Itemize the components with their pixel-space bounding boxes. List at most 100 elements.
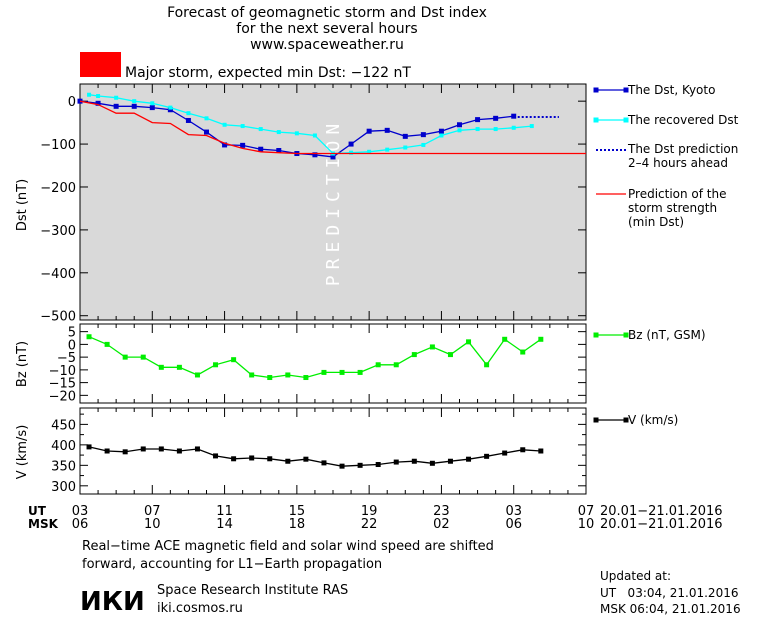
msk-tick-label: 06	[72, 517, 89, 532]
data-point	[348, 141, 354, 147]
msk-date-range: 20.01−21.01.2016	[600, 517, 723, 532]
data-point	[321, 460, 327, 466]
ut-tick-label: 23	[433, 504, 450, 519]
data-point	[349, 150, 354, 155]
source-url: www.spaceweather.ru	[250, 37, 404, 53]
data-point	[403, 145, 408, 150]
data-point	[538, 336, 544, 342]
data-point	[213, 362, 219, 368]
data-point	[484, 453, 490, 459]
data-point	[339, 369, 345, 375]
data-point	[231, 357, 237, 363]
data-point	[168, 105, 173, 110]
storm-label: Major storm, expected min Dst: −122 nT	[125, 65, 411, 81]
series-line-0-1	[88, 94, 532, 155]
data-point	[429, 344, 435, 350]
data-point	[538, 448, 544, 454]
data-point	[475, 117, 481, 123]
data-point	[393, 459, 399, 465]
data-point	[375, 362, 381, 368]
legend-dst-kyoto: The Dst, Kyoto	[627, 83, 715, 97]
ut-tick-label: 07	[144, 504, 161, 519]
data-point	[312, 133, 317, 138]
legend-recovered-line-marker	[623, 117, 629, 123]
y-axis-label: V (km/s)	[15, 425, 30, 480]
data-point	[222, 142, 228, 148]
data-point	[204, 116, 209, 121]
data-point	[194, 372, 200, 378]
data-point	[402, 133, 408, 139]
y-tick-label: −20	[49, 389, 76, 404]
legend-v-line-marker	[623, 417, 629, 423]
data-point	[176, 364, 182, 370]
data-point	[447, 352, 453, 358]
data-point	[249, 372, 255, 378]
data-point	[339, 463, 345, 469]
series-line-2-0	[88, 446, 541, 467]
y-tick-label: −300	[40, 224, 76, 239]
storm-indicator-swatch	[80, 52, 121, 77]
data-point	[384, 127, 390, 133]
y-tick-label: −200	[40, 181, 76, 196]
data-point	[222, 122, 227, 127]
legend-recovered: The recovered Dst	[627, 113, 739, 127]
data-point	[86, 444, 92, 450]
data-point	[150, 101, 155, 106]
data-point	[77, 98, 83, 104]
speed-panel: 450 400 350 300 V (km/s)	[15, 407, 587, 495]
data-point	[457, 128, 462, 133]
propagation-note-2: forward, accounting for L1−Earth propaga…	[82, 557, 383, 572]
y-axis-label: Bz (nT)	[15, 341, 30, 387]
data-point	[185, 117, 191, 123]
data-point	[475, 127, 480, 132]
data-point	[122, 354, 128, 360]
msk-tick-label: 22	[361, 517, 378, 532]
y-tick-label: 0	[68, 95, 76, 110]
data-point	[411, 352, 417, 358]
ut-date-range: 20.01−21.01.2016	[600, 504, 723, 519]
data-point	[303, 375, 309, 381]
y-tick-label: −500	[40, 310, 76, 325]
data-point	[140, 446, 146, 452]
data-point	[113, 103, 119, 109]
dst-panel: PREDICTION 0 −100 −200 −300 −400 −500 Dst (nT)	[15, 83, 587, 325]
bz-panel: 50−5−10−15−20 Bz (nT)	[15, 323, 587, 404]
data-point	[122, 449, 128, 455]
data-point	[466, 339, 472, 345]
y-axis-label: Dst (nT)	[15, 179, 30, 231]
data-point	[484, 362, 490, 368]
institute-site: iki.cosmos.ru	[157, 601, 243, 616]
data-point	[95, 100, 101, 106]
msk-tick-label: 10	[578, 517, 595, 532]
data-point	[420, 132, 426, 138]
data-point	[321, 369, 327, 375]
legend-dst-kyoto-line-marker	[623, 87, 629, 93]
series-line-0-3	[79, 100, 586, 155]
data-point	[204, 129, 209, 135]
institute-name: Space Research Institute RAS	[157, 583, 349, 598]
data-point	[87, 92, 92, 97]
data-point	[267, 375, 273, 381]
data-point	[357, 369, 363, 375]
data-point	[393, 362, 399, 368]
msk-tick-label: 02	[433, 517, 450, 532]
data-point	[438, 128, 444, 134]
data-point	[258, 146, 264, 152]
data-point	[502, 450, 508, 456]
msk-tick-label: 10	[144, 517, 161, 532]
data-point	[511, 125, 516, 130]
data-point	[213, 453, 219, 459]
legend-dst-kyoto-line-marker	[593, 87, 599, 93]
data-point	[294, 131, 299, 136]
data-point	[285, 458, 291, 464]
data-point	[366, 128, 372, 134]
ut-tick-label: 03	[505, 504, 522, 519]
y-tick-label: −100	[40, 138, 76, 153]
data-point	[285, 372, 291, 378]
data-point	[357, 462, 363, 468]
y-tick-label: 300	[51, 480, 76, 495]
legend-bz: Bz (nT, GSM)	[628, 328, 706, 342]
data-point	[276, 130, 281, 135]
